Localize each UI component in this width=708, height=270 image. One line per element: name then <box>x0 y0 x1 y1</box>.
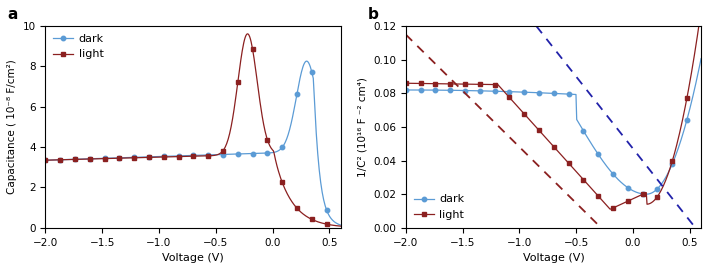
dark <box>76 157 85 161</box>
Text: a: a <box>7 7 17 22</box>
dark <box>697 57 705 60</box>
light <box>518 110 527 114</box>
light <box>41 158 50 162</box>
light <box>255 95 263 98</box>
light <box>606 207 615 211</box>
light <box>617 202 625 206</box>
Line: dark: dark <box>404 56 703 196</box>
dark <box>41 158 50 162</box>
X-axis label: Voltage (V): Voltage (V) <box>523 253 584 263</box>
dark <box>401 88 410 92</box>
light <box>697 9 705 12</box>
dark <box>437 89 445 92</box>
Line: light: light <box>43 32 343 228</box>
dark <box>616 180 624 183</box>
light <box>587 187 595 190</box>
Legend: dark, light: dark, light <box>411 192 467 222</box>
light <box>158 156 166 159</box>
dark <box>302 59 311 63</box>
dark <box>158 155 166 158</box>
light <box>137 156 146 159</box>
dark <box>336 224 345 227</box>
light <box>498 87 506 91</box>
dark <box>642 193 651 196</box>
dark <box>254 152 263 155</box>
light <box>243 32 251 35</box>
light <box>227 125 235 128</box>
dark <box>587 142 595 146</box>
light <box>76 158 85 161</box>
Y-axis label: Capacitance ( 10⁻⁸ F/cm²): Capacitance ( 10⁻⁸ F/cm²) <box>7 60 17 194</box>
light <box>401 82 410 85</box>
light <box>336 225 345 228</box>
X-axis label: Voltage (V): Voltage (V) <box>162 253 224 263</box>
dark <box>518 90 527 94</box>
dark <box>227 153 235 156</box>
Text: b: b <box>367 7 378 22</box>
dark <box>256 152 264 155</box>
light <box>615 203 624 207</box>
Line: light: light <box>404 8 703 211</box>
dark <box>498 90 506 93</box>
light <box>437 82 445 85</box>
Legend: dark, light: dark, light <box>51 32 106 62</box>
dark <box>615 179 623 182</box>
Line: dark: dark <box>43 59 343 227</box>
dark <box>137 156 146 159</box>
Y-axis label: 1/C² (10¹⁶ F ⁻² cm⁴): 1/C² (10¹⁶ F ⁻² cm⁴) <box>358 77 367 177</box>
light <box>256 105 265 109</box>
